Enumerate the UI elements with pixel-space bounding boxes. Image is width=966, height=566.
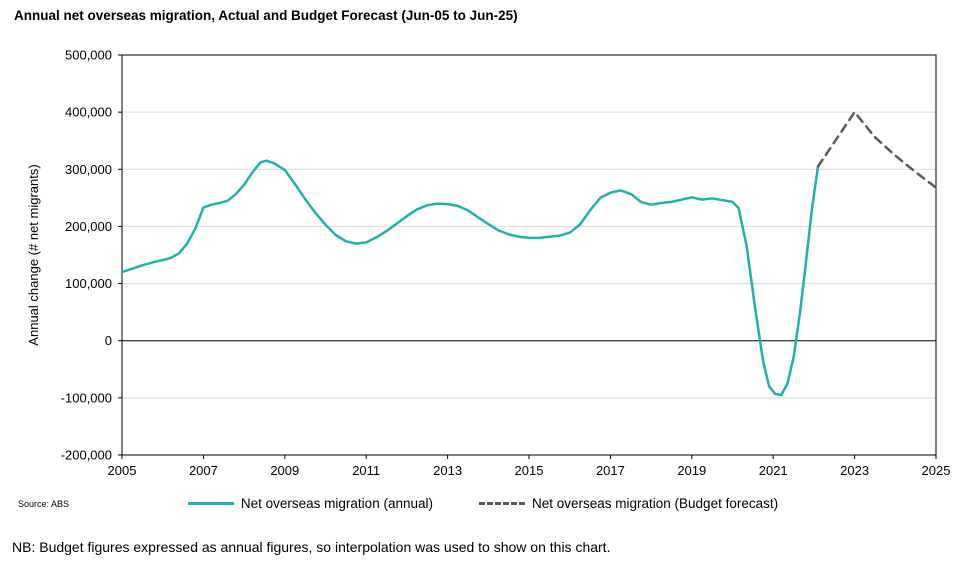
svg-text:2025: 2025 (922, 463, 951, 478)
chart-title: Annual net overseas migration, Actual an… (14, 8, 518, 23)
svg-text:2015: 2015 (515, 463, 544, 478)
legend-item-forecast: Net overseas migration (Budget forecast) (478, 496, 779, 511)
svg-text:-100,000: -100,000 (61, 390, 112, 405)
svg-text:2011: 2011 (352, 463, 380, 478)
svg-text:100,000: 100,000 (65, 276, 112, 291)
chart-footnote: NB: Budget figures expressed as annual f… (12, 539, 611, 555)
svg-text:2017: 2017 (596, 463, 625, 478)
svg-text:2021: 2021 (759, 463, 788, 478)
svg-text:2007: 2007 (189, 463, 218, 478)
chart-legend: Net overseas migration (annual) Net over… (0, 496, 966, 511)
svg-text:-200,000: -200,000 (61, 448, 112, 463)
legend-label-actual: Net overseas migration (annual) (240, 496, 433, 511)
svg-text:500,000: 500,000 (65, 48, 112, 63)
svg-text:Annual change (# net migrants): Annual change (# net migrants) (26, 164, 41, 345)
svg-text:0: 0 (105, 333, 112, 348)
forecast-line-swatch (478, 502, 525, 505)
svg-text:2013: 2013 (433, 463, 462, 478)
legend-label-forecast: Net overseas migration (Budget forecast) (531, 496, 779, 511)
svg-text:2009: 2009 (270, 463, 299, 478)
svg-text:2005: 2005 (108, 463, 137, 478)
svg-text:300,000: 300,000 (65, 162, 112, 177)
svg-text:2023: 2023 (840, 463, 869, 478)
svg-text:200,000: 200,000 (65, 219, 112, 234)
actual-line-swatch (187, 502, 234, 505)
svg-text:400,000: 400,000 (65, 105, 112, 120)
legend-item-actual: Net overseas migration (annual) (187, 496, 433, 511)
source-label: Source: ABS (18, 499, 70, 509)
migration-line-chart: 500,000 400,000 300,000 200,000 100,000 0 -100… (26, 48, 951, 479)
svg-text:2019: 2019 (677, 463, 706, 478)
